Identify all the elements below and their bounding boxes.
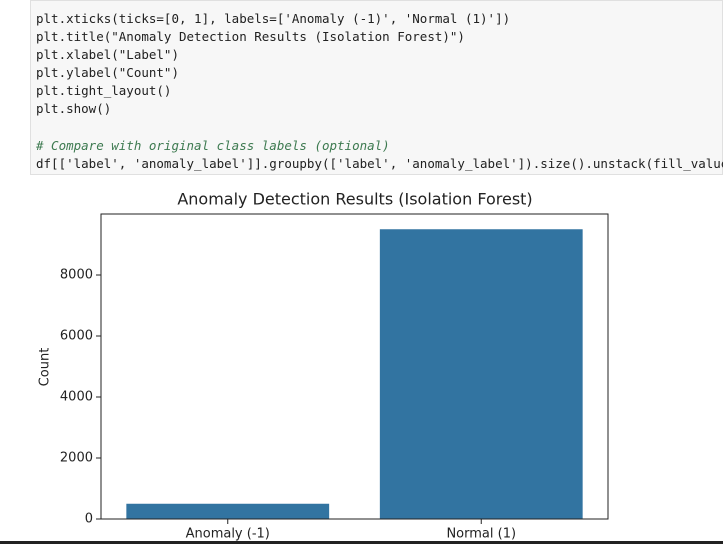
bar <box>379 229 583 519</box>
x-tick-label: Normal (1) <box>446 527 516 542</box>
code-line: plt.xlabel("Label") <box>36 47 179 62</box>
plot-frame <box>100 213 609 520</box>
code-line: df[['label', 'anomaly_label']].groupby([… <box>36 156 723 171</box>
y-tick-label: 4000 <box>60 390 93 405</box>
code-line: plt.ylabel("Count") <box>36 65 179 80</box>
bar <box>126 503 330 519</box>
code-line: plt.tight_layout() <box>36 83 172 98</box>
window-edge <box>0 541 723 544</box>
y-tick-label: 8000 <box>60 268 93 283</box>
code-line: # Compare with original class labels (op… <box>36 138 390 153</box>
y-tick-label: 0 <box>85 512 93 527</box>
code-line: plt.title("Anomaly Detection Results (Is… <box>36 29 465 44</box>
code-cell[interactable]: plt.xticks(ticks=[0, 1], labels=['Anomal… <box>30 0 723 175</box>
y-tick-label: 2000 <box>60 451 93 466</box>
code-line: plt.show() <box>36 101 112 116</box>
code-line: plt.xticks(ticks=[0, 1], labels=['Anomal… <box>36 11 511 26</box>
x-tick-label: Anomaly (-1) <box>186 527 270 542</box>
chart-title: Anomaly Detection Results (Isolation For… <box>177 190 532 209</box>
y-axis-label: Count <box>38 348 53 387</box>
y-tick-label: 6000 <box>60 329 93 344</box>
